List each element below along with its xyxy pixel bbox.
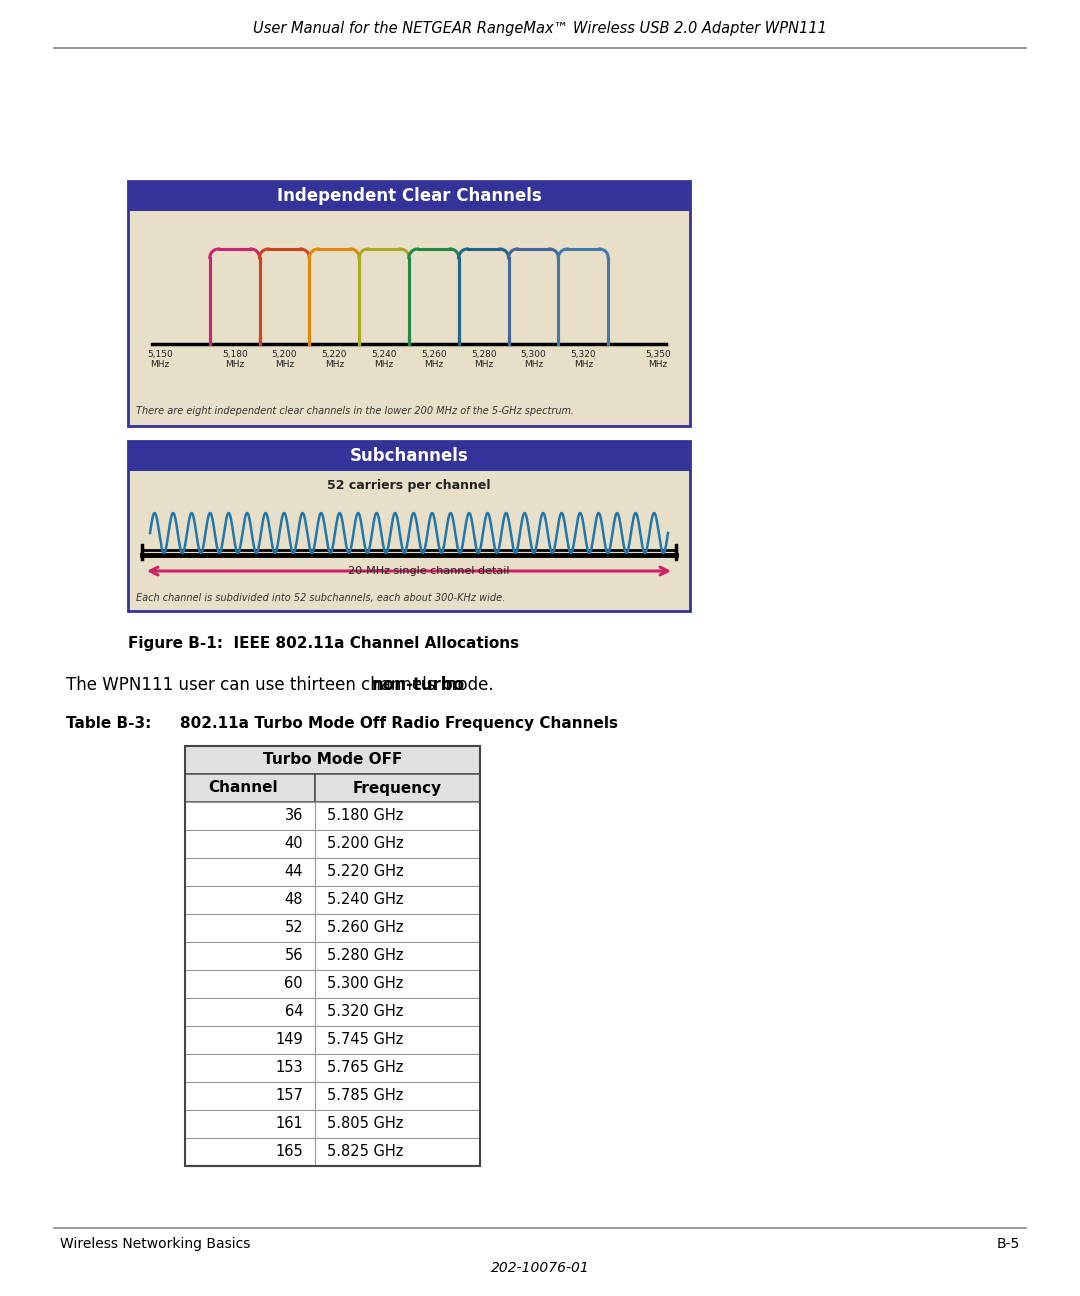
Bar <box>129 441 690 610</box>
Bar <box>185 1138 315 1166</box>
Text: 5.785 GHz: 5.785 GHz <box>327 1089 403 1103</box>
Bar <box>185 829 315 858</box>
Bar <box>185 1082 315 1109</box>
Text: Figure B-1:  IEEE 802.11a Channel Allocations: Figure B-1: IEEE 802.11a Channel Allocat… <box>129 636 519 651</box>
Text: 5.220 GHz: 5.220 GHz <box>327 864 404 880</box>
Text: 153: 153 <box>275 1060 303 1076</box>
Text: 5,240
MHz: 5,240 MHz <box>372 350 396 369</box>
Bar <box>185 858 315 886</box>
Bar <box>315 1026 480 1054</box>
Bar <box>129 441 690 470</box>
Text: 5,200
MHz: 5,200 MHz <box>272 350 297 369</box>
Bar <box>185 746 480 774</box>
Text: B-5: B-5 <box>997 1236 1020 1251</box>
Text: Subchannels: Subchannels <box>350 447 469 465</box>
Text: 56: 56 <box>284 949 303 963</box>
Text: Independent Clear Channels: Independent Clear Channels <box>276 187 541 205</box>
Text: 64: 64 <box>284 1004 303 1020</box>
Text: 157: 157 <box>275 1089 303 1103</box>
Text: 44: 44 <box>284 864 303 880</box>
Text: 5,350
MHz: 5,350 MHz <box>645 350 671 369</box>
Text: The WPN111 user can use thirteen channels in: The WPN111 user can use thirteen channel… <box>66 677 461 693</box>
Text: Frequency: Frequency <box>353 780 442 796</box>
Bar <box>129 181 690 426</box>
Bar <box>185 774 315 802</box>
Bar <box>185 1054 315 1082</box>
Bar <box>315 774 480 802</box>
Text: 5,260
MHz: 5,260 MHz <box>421 350 447 369</box>
Text: 5,180
MHz: 5,180 MHz <box>221 350 247 369</box>
Bar <box>315 969 480 998</box>
Bar <box>129 181 690 211</box>
Text: User Manual for the NETGEAR RangeMax™ Wireless USB 2.0 Adapter WPN111: User Manual for the NETGEAR RangeMax™ Wi… <box>253 21 827 35</box>
Text: 802.11a Turbo Mode Off Radio Frequency Channels: 802.11a Turbo Mode Off Radio Frequency C… <box>180 715 618 731</box>
Text: 5.805 GHz: 5.805 GHz <box>327 1116 403 1131</box>
Text: 149: 149 <box>275 1033 303 1047</box>
Text: 5,280
MHz: 5,280 MHz <box>471 350 497 369</box>
Text: 202-10076-01: 202-10076-01 <box>490 1261 590 1275</box>
Text: Table B-3:: Table B-3: <box>66 715 151 731</box>
Text: 52 carriers per channel: 52 carriers per channel <box>327 480 490 492</box>
Text: 5.200 GHz: 5.200 GHz <box>327 836 404 851</box>
Text: 5.280 GHz: 5.280 GHz <box>327 949 404 963</box>
Text: mode.: mode. <box>436 677 494 693</box>
Bar <box>185 1026 315 1054</box>
Text: 5.745 GHz: 5.745 GHz <box>327 1033 403 1047</box>
Bar <box>315 942 480 969</box>
Text: 5.320 GHz: 5.320 GHz <box>327 1004 403 1020</box>
Text: 5.825 GHz: 5.825 GHz <box>327 1144 403 1160</box>
Bar <box>185 746 480 1166</box>
Text: 5.260 GHz: 5.260 GHz <box>327 920 404 936</box>
Bar <box>315 1109 480 1138</box>
Bar <box>315 1054 480 1082</box>
Text: 5.765 GHz: 5.765 GHz <box>327 1060 403 1076</box>
Text: Channel: Channel <box>208 780 279 796</box>
Text: non-turbo: non-turbo <box>372 677 465 693</box>
Text: 5,320
MHz: 5,320 MHz <box>570 350 596 369</box>
Text: There are eight independent clear channels in the lower 200 MHz of the 5-GHz spe: There are eight independent clear channe… <box>136 406 575 416</box>
Text: 5,300
MHz: 5,300 MHz <box>521 350 546 369</box>
Bar <box>315 829 480 858</box>
Bar <box>185 942 315 969</box>
Text: 60: 60 <box>284 976 303 991</box>
Text: 48: 48 <box>284 893 303 907</box>
Bar <box>185 998 315 1026</box>
Text: 36: 36 <box>285 809 303 823</box>
Text: 20-MHz single channel detail: 20-MHz single channel detail <box>348 566 510 575</box>
Text: 165: 165 <box>275 1144 303 1160</box>
Text: 40: 40 <box>284 836 303 851</box>
Text: 5,150
MHz: 5,150 MHz <box>147 350 173 369</box>
Text: Turbo Mode OFF: Turbo Mode OFF <box>262 753 402 767</box>
Text: 5.180 GHz: 5.180 GHz <box>327 809 403 823</box>
Bar <box>315 1082 480 1109</box>
Bar <box>315 802 480 829</box>
Bar <box>315 858 480 886</box>
Bar <box>185 1109 315 1138</box>
Bar <box>315 914 480 942</box>
Bar <box>185 886 315 914</box>
Text: 5,220
MHz: 5,220 MHz <box>322 350 347 369</box>
Text: 5.240 GHz: 5.240 GHz <box>327 893 404 907</box>
Text: 5.300 GHz: 5.300 GHz <box>327 976 403 991</box>
Bar <box>315 1138 480 1166</box>
Bar <box>185 969 315 998</box>
Bar <box>315 998 480 1026</box>
Bar <box>185 802 315 829</box>
Text: 52: 52 <box>284 920 303 936</box>
Bar <box>185 914 315 942</box>
Text: Each channel is subdivided into 52 subchannels, each about 300-KHz wide.: Each channel is subdivided into 52 subch… <box>136 594 505 603</box>
Text: 161: 161 <box>275 1116 303 1131</box>
Text: Wireless Networking Basics: Wireless Networking Basics <box>60 1236 251 1251</box>
Bar <box>315 886 480 914</box>
